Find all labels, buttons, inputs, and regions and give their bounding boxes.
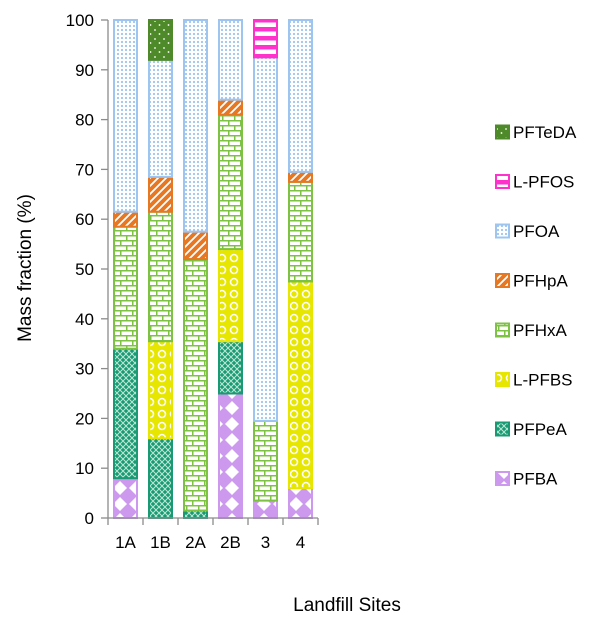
x-tick-label: 2B bbox=[220, 533, 241, 552]
y-tick-label: 100 bbox=[66, 11, 94, 30]
bar-segment-l-pfbs-2b bbox=[218, 248, 243, 343]
x-axis-label: Landfill Sites bbox=[293, 595, 401, 616]
bar-segment-pfoa-1b bbox=[148, 58, 173, 178]
legend-item-pfba: PFBA bbox=[495, 470, 558, 489]
x-tick-label: 4 bbox=[296, 533, 305, 552]
bar-segment-pfoa-1a bbox=[113, 19, 138, 213]
legend-label: L-PFOS bbox=[513, 173, 574, 192]
legend-swatch bbox=[495, 174, 510, 189]
legend-label: PFHpA bbox=[513, 272, 568, 291]
bar-segment-pfhxa-2a bbox=[183, 258, 208, 512]
bar-segment-pfpea-2a bbox=[183, 509, 208, 519]
x-tick-label: 2A bbox=[185, 533, 206, 552]
bar-segment-pfoa-2a bbox=[183, 19, 208, 233]
x-tick-label: 3 bbox=[261, 533, 270, 552]
legend-label: PFPeA bbox=[513, 420, 568, 439]
legend-item-pfhxa: PFHxA bbox=[495, 321, 568, 340]
bar-segment-pfhpa-1a bbox=[113, 210, 138, 228]
legend-label: PFBA bbox=[513, 470, 558, 489]
legend-swatch bbox=[495, 322, 510, 338]
axes-layer bbox=[101, 19, 319, 525]
legend-swatch bbox=[495, 372, 510, 387]
bar-segment-pfhpa-2a bbox=[183, 230, 208, 261]
bar-segment-pfpea-2b bbox=[218, 340, 243, 395]
legend-item-pfhpa: PFHpA bbox=[495, 272, 568, 291]
legend-label: PFHxA bbox=[513, 321, 568, 340]
bar-segment-pfoa-2b bbox=[218, 19, 243, 101]
x-tick-label: 1B bbox=[150, 533, 171, 552]
legend-swatch bbox=[495, 223, 510, 239]
bar-segment-pfba-2b bbox=[218, 392, 243, 519]
y-tick-label: 30 bbox=[75, 360, 94, 379]
legend-item-l-pfos: L-PFOS bbox=[495, 173, 574, 192]
bar-segment-pfhxa-1a bbox=[113, 225, 138, 350]
legend-item-pfoa: PFOA bbox=[495, 222, 560, 241]
y-tick-label: 80 bbox=[75, 111, 94, 130]
y-tick-label: 90 bbox=[75, 61, 94, 80]
bars-layer bbox=[113, 19, 313, 520]
bar-segment-l-pfbs-1b bbox=[148, 340, 173, 440]
bar-segment-pfteda-1b bbox=[148, 19, 173, 61]
y-tick-label: 60 bbox=[75, 210, 94, 229]
x-tick-label: 1A bbox=[115, 533, 136, 552]
bar-segment-pfhpa-4 bbox=[288, 170, 313, 183]
y-tick-label: 10 bbox=[75, 459, 94, 478]
legend-swatch bbox=[495, 273, 510, 288]
bar-segment-l-pfbs-4 bbox=[288, 280, 313, 490]
y-tick-label: 0 bbox=[85, 509, 94, 528]
y-tick-label: 20 bbox=[75, 409, 94, 428]
bar-segment-l-pfos-3 bbox=[253, 19, 278, 59]
bar-segment-pfhxa-1b bbox=[148, 210, 173, 343]
y-tick-label: 50 bbox=[75, 260, 94, 279]
bar-segment-pfba-4 bbox=[288, 487, 313, 519]
y-tick-label: 40 bbox=[75, 310, 94, 329]
bar-segment-pfhxa-3 bbox=[253, 419, 278, 502]
bar-segment-pfba-1a bbox=[113, 477, 138, 520]
bar-segment-pfoa-4 bbox=[288, 19, 313, 173]
y-tick-label: 70 bbox=[75, 160, 94, 179]
bar-segment-pfpea-1a bbox=[113, 347, 138, 480]
legend-label: PFTeDA bbox=[513, 123, 577, 142]
legend: PFTeDA L-PFOS PFOA PFHpA PFHxA L-PFBS PFPeA PFB… bbox=[495, 123, 577, 489]
legend-item-pfpea: PFPeA bbox=[495, 420, 568, 439]
y-axis-label: Mass fraction (%) bbox=[15, 194, 36, 342]
bar-segment-pfhpa-2b bbox=[218, 98, 243, 116]
legend-swatch bbox=[495, 471, 510, 486]
bar-segment-pfhxa-4 bbox=[288, 180, 313, 283]
bar-segment-pfoa-3 bbox=[253, 56, 278, 422]
bar-segment-pfba-3 bbox=[253, 499, 278, 520]
y-axis-title: Mass fraction (%) bbox=[15, 194, 36, 342]
legend-swatch bbox=[495, 421, 510, 437]
bar-segment-pfhpa-1b bbox=[148, 175, 173, 213]
bar-segment-pfpea-1b bbox=[148, 437, 173, 520]
legend-item-l-pfbs: L-PFBS bbox=[495, 371, 573, 390]
legend-label: PFOA bbox=[513, 222, 560, 241]
legend-swatch bbox=[495, 124, 510, 140]
legend-label: L-PFBS bbox=[513, 371, 573, 390]
bar-segment-pfhxa-2b bbox=[218, 113, 243, 251]
legend-item-pfteda: PFTeDA bbox=[495, 123, 577, 142]
